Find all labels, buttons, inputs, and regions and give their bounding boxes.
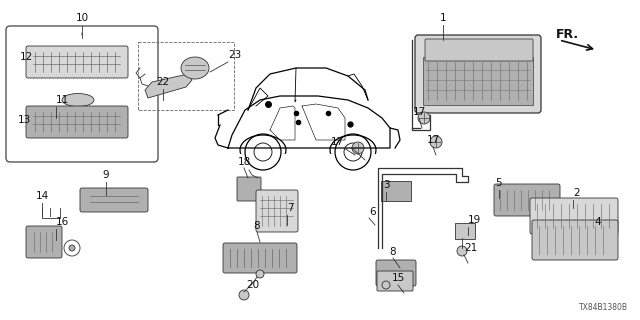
Text: 17: 17 (412, 107, 426, 117)
FancyBboxPatch shape (425, 39, 533, 61)
FancyBboxPatch shape (26, 106, 128, 138)
Circle shape (418, 112, 430, 124)
Circle shape (352, 142, 364, 154)
Text: 5: 5 (496, 178, 502, 188)
Text: 21: 21 (464, 243, 477, 253)
Text: TX84B1380B: TX84B1380B (579, 303, 628, 312)
Text: 22: 22 (156, 77, 170, 87)
FancyBboxPatch shape (494, 184, 560, 216)
FancyBboxPatch shape (381, 181, 411, 201)
Polygon shape (145, 74, 192, 98)
Text: 18: 18 (237, 157, 251, 167)
Circle shape (256, 270, 264, 278)
FancyBboxPatch shape (423, 57, 533, 105)
Text: 2: 2 (573, 188, 580, 198)
Text: 10: 10 (76, 13, 88, 23)
Text: 20: 20 (246, 280, 260, 290)
Text: 16: 16 (56, 217, 69, 227)
FancyBboxPatch shape (415, 35, 541, 113)
Text: 19: 19 (468, 215, 481, 225)
Text: 7: 7 (287, 203, 294, 213)
Text: 8: 8 (253, 221, 260, 231)
Text: 12: 12 (20, 52, 33, 62)
Circle shape (457, 246, 467, 256)
Text: FR.: FR. (556, 28, 579, 41)
Circle shape (239, 290, 249, 300)
Text: 13: 13 (18, 115, 31, 125)
Text: 6: 6 (369, 207, 376, 217)
FancyBboxPatch shape (376, 260, 416, 286)
FancyBboxPatch shape (80, 188, 148, 212)
Text: 11: 11 (56, 95, 69, 105)
Text: 1: 1 (440, 13, 446, 23)
Text: 8: 8 (390, 247, 396, 257)
FancyBboxPatch shape (256, 190, 298, 232)
Ellipse shape (181, 57, 209, 79)
FancyBboxPatch shape (237, 177, 261, 201)
Text: 17: 17 (331, 137, 344, 147)
Text: 9: 9 (102, 170, 109, 180)
FancyBboxPatch shape (455, 223, 475, 239)
FancyBboxPatch shape (532, 220, 618, 260)
Text: 15: 15 (392, 273, 404, 283)
Text: 17: 17 (426, 135, 440, 145)
Circle shape (382, 281, 390, 289)
Circle shape (430, 136, 442, 148)
FancyBboxPatch shape (377, 271, 413, 291)
FancyBboxPatch shape (26, 226, 62, 258)
FancyBboxPatch shape (530, 198, 618, 234)
FancyBboxPatch shape (26, 46, 128, 78)
Text: 14: 14 (35, 191, 49, 201)
Text: 23: 23 (228, 50, 241, 60)
Ellipse shape (62, 93, 94, 107)
Circle shape (69, 245, 75, 251)
Text: 4: 4 (594, 217, 600, 227)
FancyBboxPatch shape (223, 243, 297, 273)
Text: 3: 3 (383, 180, 389, 190)
